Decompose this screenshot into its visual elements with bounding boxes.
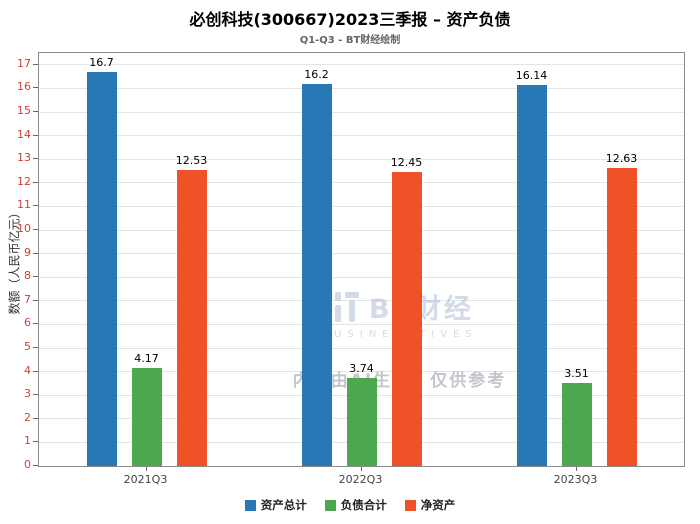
y-tick-label: 13 <box>17 151 31 165</box>
legend-label: 净资产 <box>420 498 456 512</box>
y-tick-mark <box>33 63 38 65</box>
y-tick-label: 15 <box>17 104 31 117</box>
bar-value-label: 12.45 <box>390 156 423 170</box>
y-tick-label: 6 <box>24 316 31 330</box>
bar <box>301 83 332 466</box>
gridline <box>39 323 684 325</box>
chart-subtitle: Q1-Q3 - BT财经绘制 <box>299 35 401 46</box>
legend: 资产总计 负债合计 净资产 <box>0 497 700 513</box>
y-tick-label: 11 <box>17 198 31 212</box>
bar <box>176 170 207 466</box>
x-tick-label: 2022Q3 <box>338 473 383 486</box>
y-tick-label: 1 <box>24 434 31 448</box>
y-tick-label: 12 <box>17 174 31 188</box>
bar <box>86 71 117 466</box>
y-tick-mark <box>33 417 38 419</box>
y-tick-mark <box>33 465 38 466</box>
y-tick-label: 16 <box>17 80 31 94</box>
bar <box>561 383 592 466</box>
plot-area: BT财经 BUSINESSTIVES 内容由AI生成，仅供参考 16.74.17… <box>38 52 685 467</box>
y-tick-mark <box>33 229 38 230</box>
x-tick-label: 2023Q3 <box>553 473 598 486</box>
bar-value-label: 12.63 <box>605 151 638 165</box>
y-tick-mark <box>33 181 38 183</box>
bar <box>346 377 377 466</box>
y-tick-mark <box>33 299 38 301</box>
y-tick-mark <box>33 394 38 396</box>
bar-value-label: 16.2 <box>304 67 329 81</box>
bar-value-label: 12.53 <box>175 154 208 168</box>
gridline <box>39 182 684 184</box>
y-axis-title: 数额（人民币亿元） <box>7 206 22 315</box>
y-tick-label: 3 <box>24 387 31 401</box>
gridline <box>39 300 684 302</box>
y-tick-mark <box>33 134 38 136</box>
legend-label: 资产总计 <box>260 498 307 512</box>
gridline <box>39 87 684 89</box>
y-tick-mark <box>33 205 38 207</box>
y-tick-mark <box>33 370 38 372</box>
y-tick-mark <box>33 87 38 89</box>
legend-swatch <box>244 499 256 511</box>
y-tick-mark <box>33 158 38 160</box>
x-tick-mark <box>145 467 147 471</box>
legend-label: 负债合计 <box>340 498 387 512</box>
bar-value-label: 4.17 <box>134 351 159 365</box>
gridline <box>39 135 684 137</box>
y-tick-mark <box>33 252 38 254</box>
y-tick-label: 5 <box>24 340 31 353</box>
legend-item: 资产总计 <box>244 497 307 513</box>
y-tick-label: 4 <box>24 363 31 377</box>
x-tick-mark <box>360 467 362 471</box>
y-tick-label: 7 <box>24 292 31 306</box>
bar-value-label: 16.7 <box>89 55 114 69</box>
x-tick-label: 2021Q3 <box>123 473 168 486</box>
x-tick-mark <box>575 467 577 471</box>
legend-swatch <box>324 499 336 511</box>
y-tick-label: 0 <box>24 458 31 471</box>
gridline <box>39 371 684 373</box>
bar-value-label: 16.14 <box>515 69 548 83</box>
bar-value-label: 3.74 <box>349 361 374 375</box>
y-tick-label: 9 <box>24 245 31 259</box>
y-tick-mark <box>33 111 38 112</box>
y-tick-label: 17 <box>17 56 31 70</box>
y-tick-label: 14 <box>17 127 31 141</box>
y-tick-mark <box>33 323 38 325</box>
bar <box>131 367 162 466</box>
y-tick-mark <box>33 441 38 443</box>
gridline <box>39 347 684 349</box>
gridline <box>39 111 684 113</box>
legend-swatch <box>404 499 416 511</box>
gridline <box>39 64 684 66</box>
chart-title: 必创科技(300667)2023三季报 – 资产负债 <box>189 10 511 29</box>
bar <box>606 167 637 466</box>
legend-item: 负债合计 <box>324 497 387 513</box>
gridline <box>39 229 684 231</box>
gridline <box>39 205 684 207</box>
y-tick-label: 2 <box>24 410 31 424</box>
y-tick-mark <box>33 347 38 348</box>
watermark-logo-text: BT财经 <box>369 294 474 325</box>
bar <box>391 172 422 466</box>
gridline <box>39 253 684 255</box>
y-tick-mark <box>33 276 38 278</box>
gridline <box>39 158 684 160</box>
bar-value-label: 3.51 <box>564 367 589 381</box>
y-tick-label: 10 <box>17 222 31 235</box>
gridline <box>39 276 684 278</box>
bar <box>516 85 547 466</box>
legend-item: 净资产 <box>404 497 456 513</box>
y-tick-label: 8 <box>24 269 31 283</box>
